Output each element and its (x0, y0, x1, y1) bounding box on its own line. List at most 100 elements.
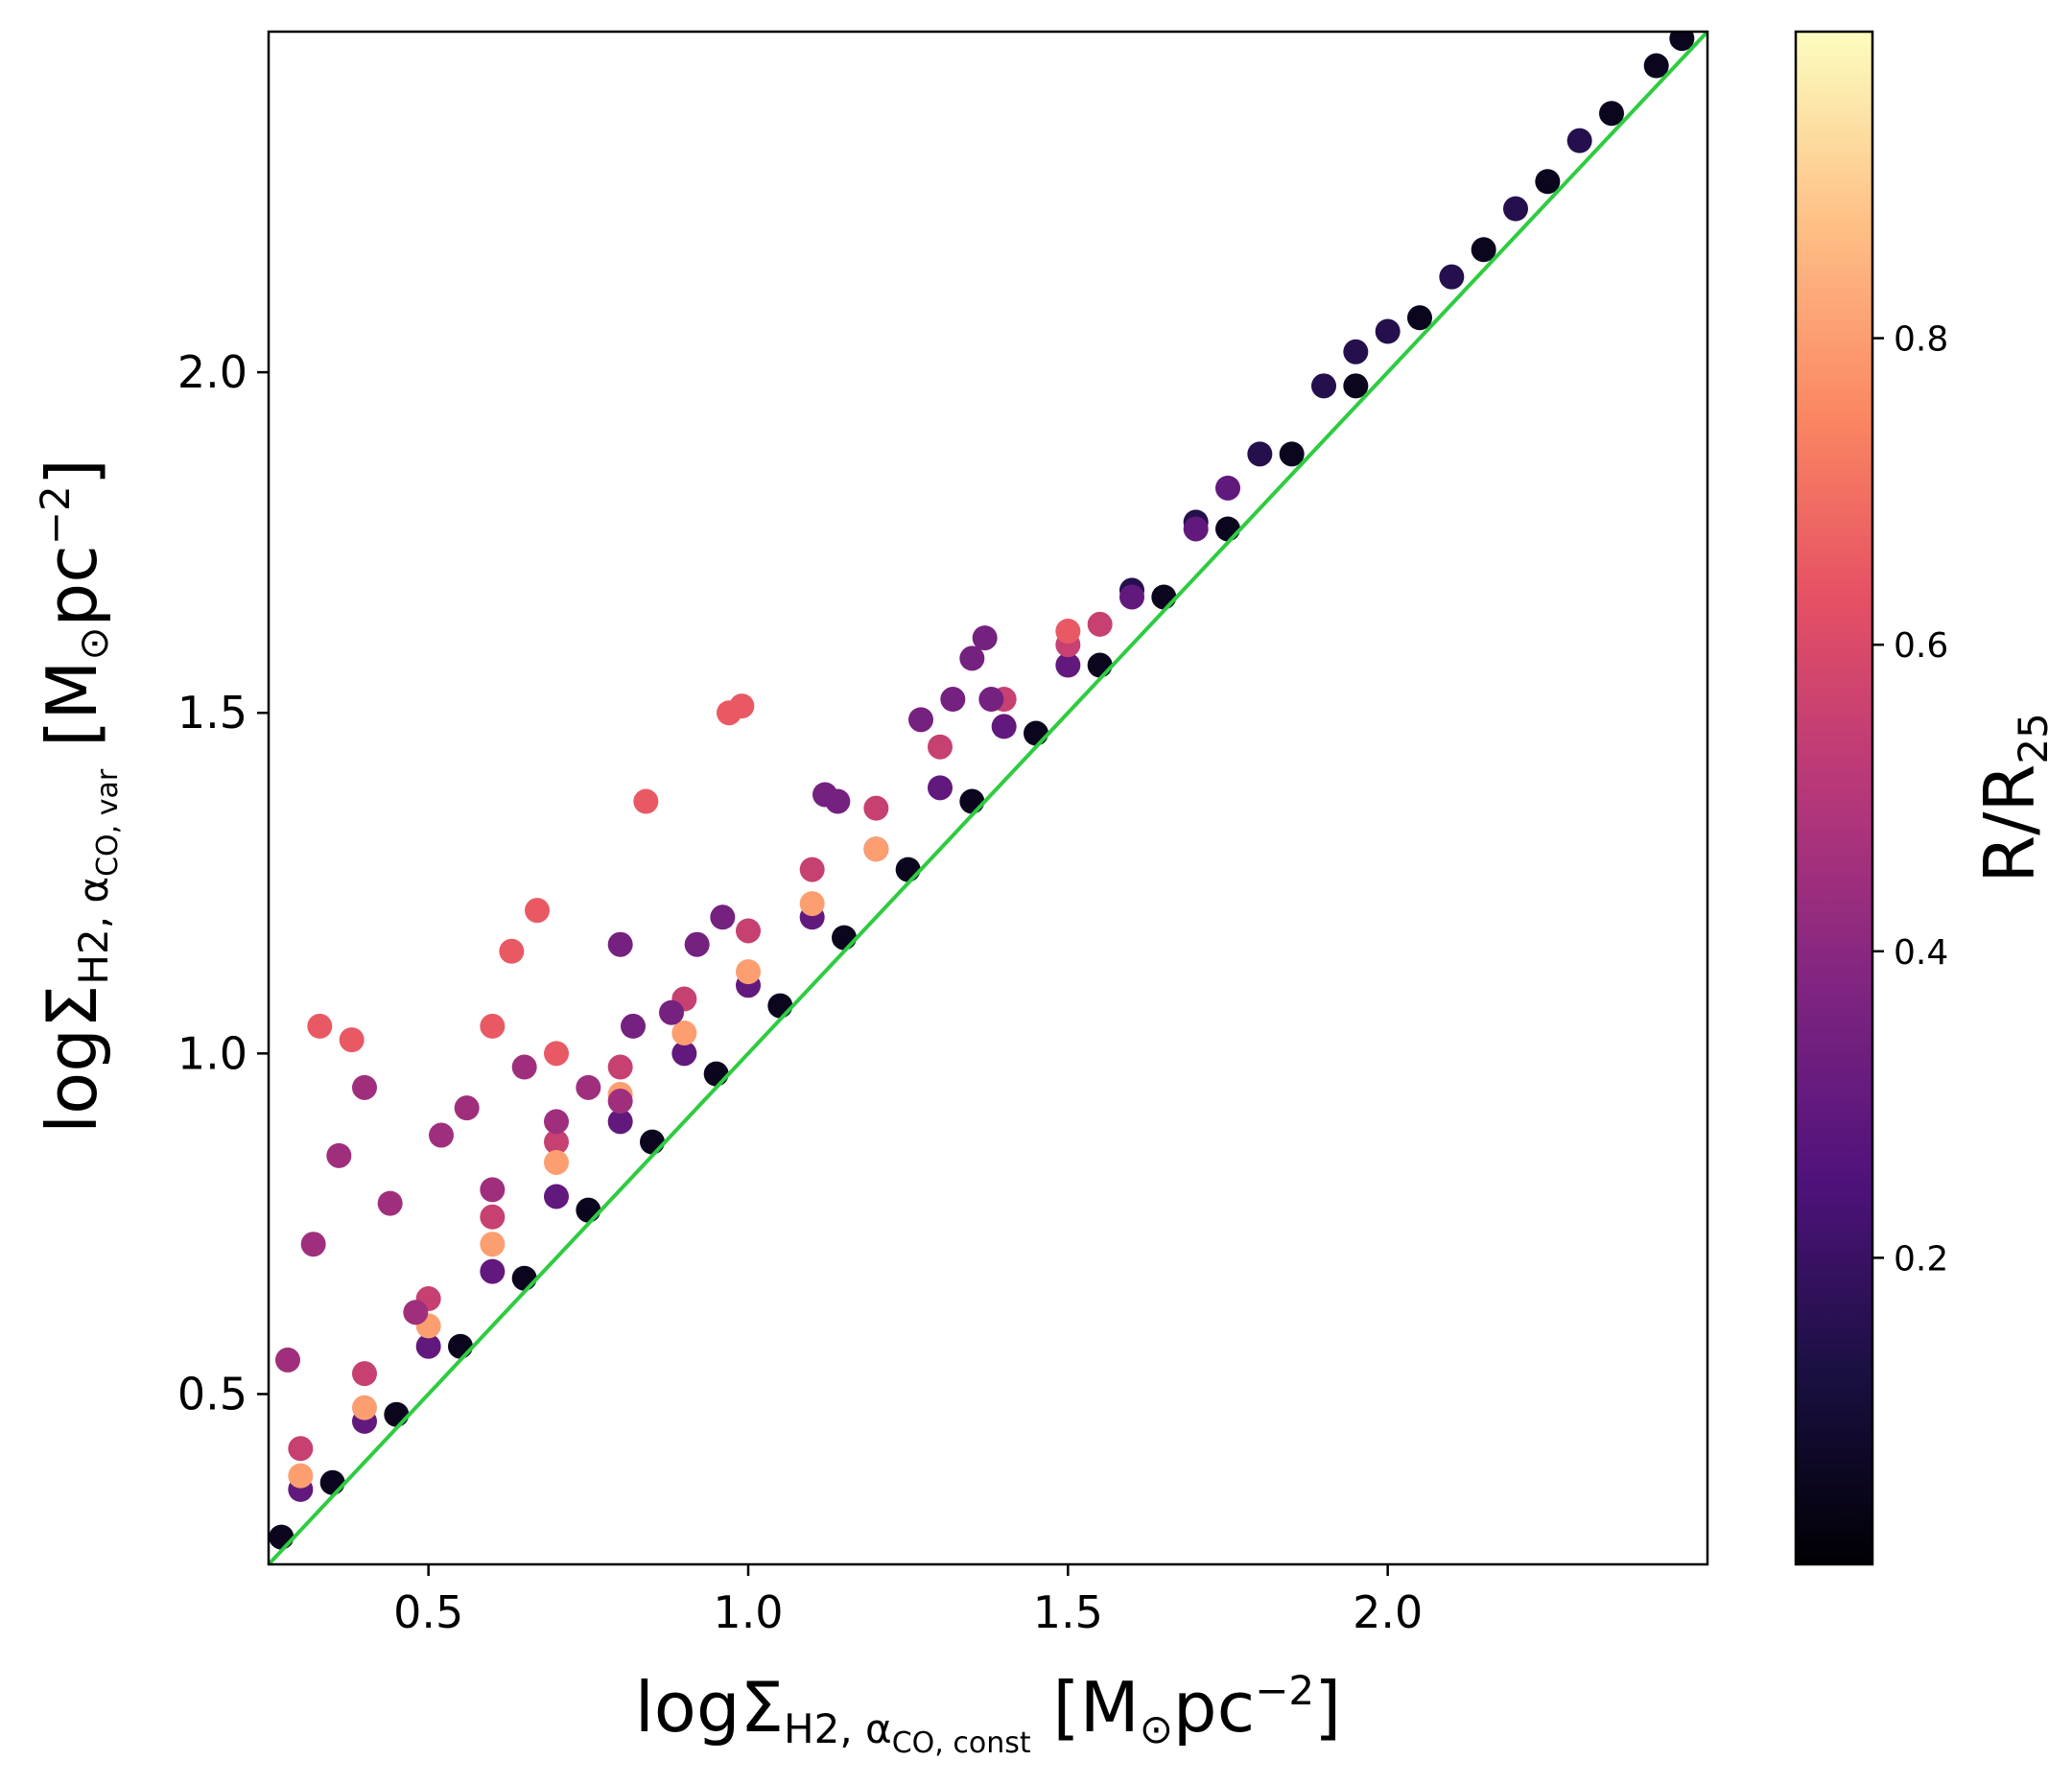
y-tick-label: 1.0 (177, 1027, 247, 1079)
data-point (300, 1232, 326, 1257)
data-point (1343, 339, 1369, 364)
data-point (352, 1361, 377, 1387)
data-point (607, 1089, 633, 1115)
colorbar-gradient (1796, 32, 1872, 1564)
data-point (326, 1142, 352, 1168)
y-tick-label: 1.5 (177, 687, 247, 739)
colorbar-label: R/R25 (1969, 713, 2057, 883)
y-label-prefix: logΣ (32, 985, 112, 1134)
data-point (448, 1333, 473, 1359)
x-tick-label: 0.5 (393, 1586, 463, 1638)
y-tick-label: 0.5 (177, 1368, 247, 1420)
colorbar-tick-label: 0.4 (1894, 933, 1948, 973)
series-purple-outliers (607, 625, 1004, 1039)
data-point (454, 1095, 480, 1121)
data-point (736, 959, 761, 985)
y-label-unit-close: ] (32, 458, 112, 485)
series-outliers (307, 618, 1081, 1067)
colorbar-tick-label: 0.6 (1894, 626, 1948, 666)
data-point (1279, 441, 1305, 467)
y-axis: 0.5 1.0 1.5 2.0 (177, 346, 269, 1420)
data-point (1151, 584, 1177, 610)
series-outer-radius-band (288, 611, 1113, 1462)
y-label-sub: H2, α (70, 877, 117, 985)
data-point (525, 898, 550, 924)
plot-frame (267, 30, 1709, 1566)
data-point (799, 891, 825, 917)
data-point (269, 1524, 294, 1550)
data-point (1215, 475, 1240, 501)
data-point (972, 625, 998, 651)
data-point (607, 1109, 633, 1135)
data-point (1087, 652, 1113, 678)
colorbar-label-main: R/R (1969, 764, 2050, 883)
one-to-one-line (269, 32, 1707, 1564)
data-point (1119, 584, 1144, 610)
data-point (863, 836, 889, 862)
colorbar-label-sub: 25 (2010, 713, 2057, 763)
data-point (288, 1436, 314, 1462)
data-point (671, 1021, 697, 1046)
colorbar: 0.2 0.4 0.6 0.8 R/R25 (1794, 30, 2057, 1566)
data-point (1535, 169, 1561, 195)
data-point (832, 925, 857, 951)
x-label-prefix: logΣ (635, 1667, 784, 1748)
x-label-unit-open: [M (1031, 1667, 1140, 1748)
x-axis: 0.5 1.0 1.5 2.0 (393, 1564, 1423, 1638)
y-label-unit-mid: pc (32, 545, 112, 626)
data-point (863, 795, 889, 821)
x-tick-label: 1.5 (1033, 1586, 1103, 1638)
data-point (511, 1265, 537, 1291)
colorbar-tick-label: 0.2 (1894, 1239, 1948, 1279)
data-point (499, 938, 525, 964)
data-point (684, 931, 710, 957)
data-point (480, 1013, 506, 1039)
x-label-unit-close: ] (1314, 1667, 1341, 1748)
data-point (1439, 264, 1465, 290)
x-label-sub: H2, α (784, 1705, 892, 1752)
data-point (621, 1013, 646, 1039)
y-tick-label: 2.0 (177, 346, 247, 398)
data-point (1503, 196, 1528, 222)
data-point (377, 1190, 403, 1216)
x-label-unit-mid: pc (1173, 1667, 1255, 1748)
data-point (544, 1129, 569, 1155)
data-point (959, 646, 985, 671)
data-point (339, 1027, 365, 1053)
data-point (352, 1074, 377, 1100)
data-point (415, 1333, 441, 1359)
data-point (1343, 373, 1369, 399)
data-point (928, 775, 953, 801)
data-point (671, 1041, 697, 1067)
data-point (576, 1074, 601, 1100)
data-point (1599, 101, 1624, 127)
data-point (1311, 373, 1336, 399)
data-point (703, 1061, 729, 1087)
data-point (576, 1197, 601, 1223)
y-axis-label: logΣH2, αCO, var [M⊙pc−2] (32, 458, 125, 1134)
data-point (1055, 618, 1081, 644)
colorbar-tick-label: 0.8 (1894, 320, 1948, 360)
y-label-unit-sub: ⊙ (70, 626, 117, 660)
colorbar-ticks: 0.2 0.4 0.6 0.8 (1872, 320, 1948, 1279)
data-point (544, 1184, 569, 1209)
x-axis-label: logΣH2, αCO, const [M⊙pc−2] (635, 1667, 1341, 1760)
data-point (1471, 237, 1496, 263)
data-point (729, 693, 755, 719)
x-tick-label: 2.0 (1353, 1586, 1423, 1638)
data-point (607, 1054, 633, 1080)
data-point (736, 918, 761, 944)
data-point (1215, 516, 1240, 542)
series-low-density-cloud (275, 1054, 633, 1373)
data-point (640, 1129, 665, 1155)
data-point (895, 857, 921, 882)
data-point (908, 707, 933, 733)
data-point (710, 904, 736, 930)
x-tick-label: 1.0 (713, 1586, 783, 1638)
data-point (1055, 652, 1081, 678)
data-point (288, 1463, 314, 1489)
data-point (319, 1469, 345, 1495)
data-point (1247, 441, 1273, 467)
data-point (429, 1122, 454, 1148)
